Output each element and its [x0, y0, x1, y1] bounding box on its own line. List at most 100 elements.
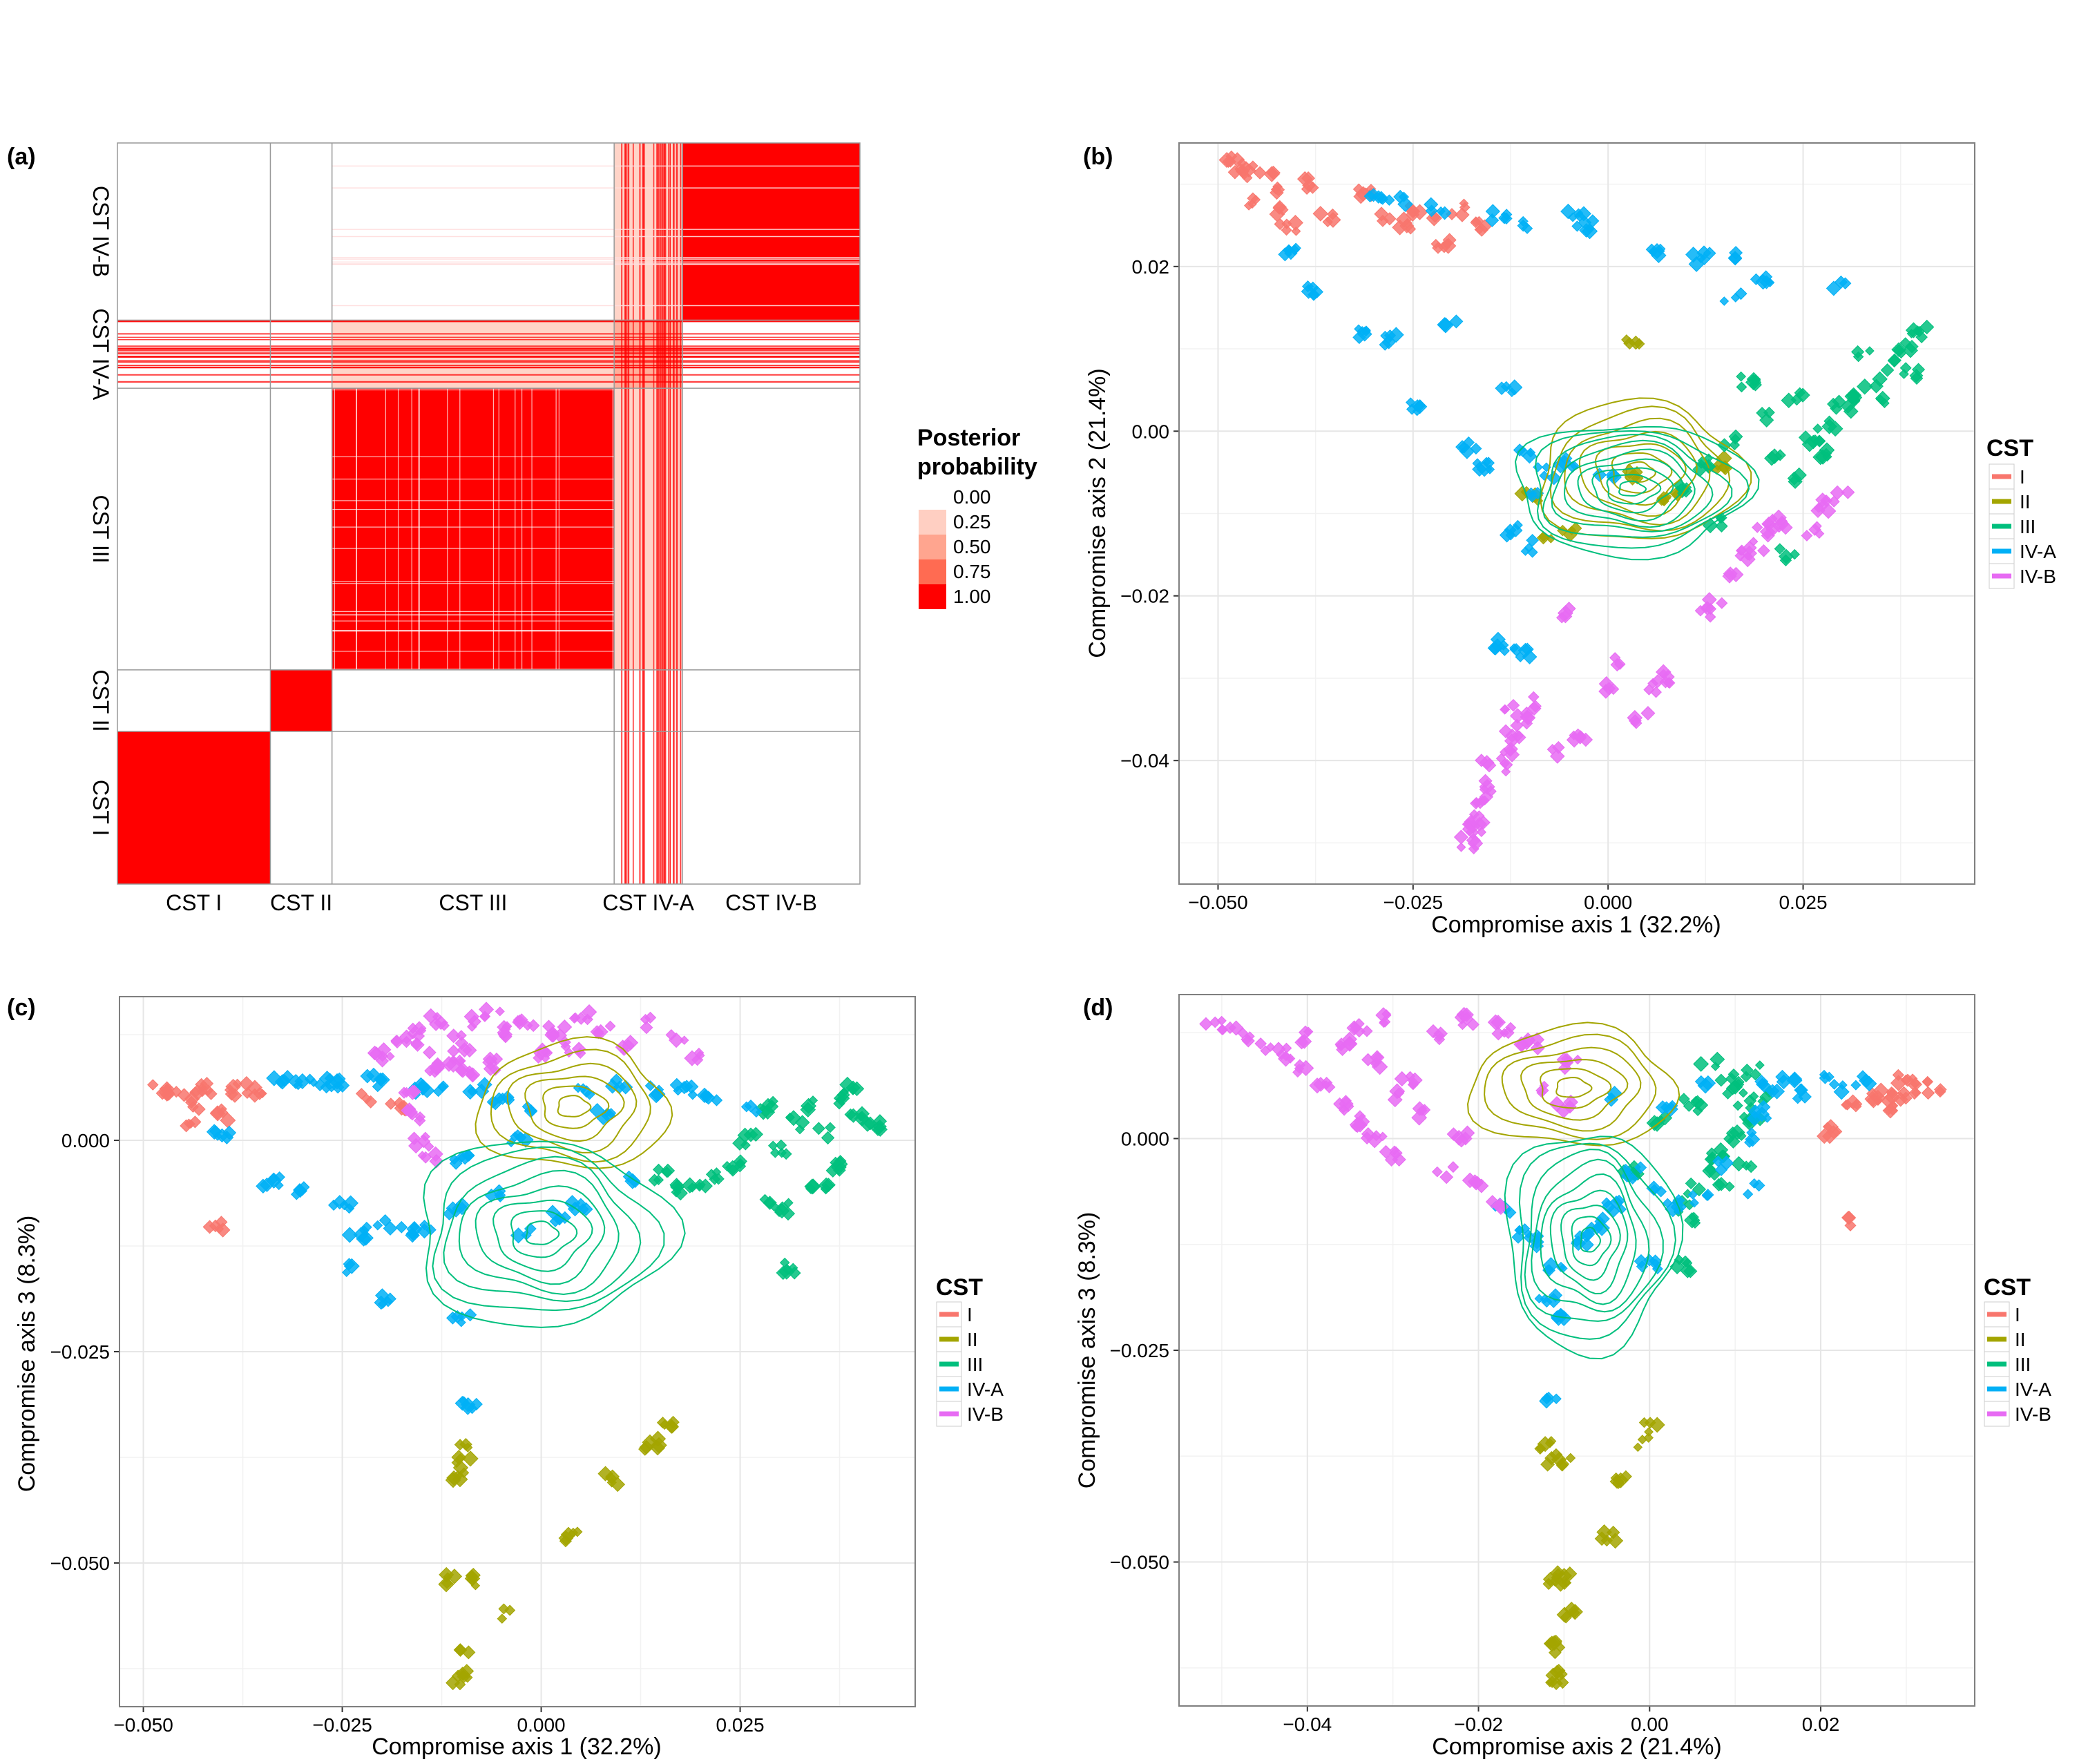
contour-III: [510, 1210, 578, 1258]
data-point: [328, 1195, 358, 1214]
data-point: [1437, 314, 1464, 334]
data-point: [1620, 1161, 1647, 1185]
data-point: [615, 1035, 639, 1056]
contour-III: [525, 1220, 560, 1245]
heatmap-cell-0-0: [117, 731, 271, 884]
x-axis-label-d: Compromise axis 2 (21.4%): [1432, 1734, 1721, 1760]
contour-III: [1514, 425, 1760, 561]
data-point: [648, 1163, 676, 1187]
data-point: [454, 1437, 473, 1453]
data-point: [1517, 215, 1533, 234]
legend-title-d: CST: [1984, 1274, 2031, 1301]
heatmap-stripes: [117, 143, 860, 884]
data-point: [1746, 1100, 1772, 1127]
x-tick-label: −0.025: [312, 1714, 372, 1736]
data-point: [722, 1154, 747, 1177]
data-point: [1520, 533, 1539, 558]
data-point: [800, 1095, 818, 1118]
data-point: [1768, 509, 1793, 535]
data-point: [1526, 691, 1542, 716]
data-point: [1571, 1227, 1596, 1252]
data-point: [1678, 1093, 1709, 1116]
data-point: [1921, 1083, 1947, 1100]
scatter-plot-d: −0.04 −0.02 0.00 0.02 −0.050 −0.025 0.000: [1110, 994, 1975, 1735]
data-point: [438, 1566, 463, 1593]
data-point: [1827, 394, 1859, 419]
contour-III: [1571, 1216, 1612, 1267]
data-point: [445, 1467, 470, 1488]
heatmap-y-labels: CST I CST II CST III CST IV-A CST IV-B: [88, 186, 113, 836]
data-point: [1754, 1074, 1785, 1100]
heatmap-legend-items: 0.00 0.25 0.50 0.75 1.00: [919, 485, 991, 609]
contour-III: [1549, 1189, 1629, 1295]
series-I: [1817, 1068, 1947, 1231]
data-point: [1478, 774, 1497, 798]
data-point: [705, 1167, 725, 1185]
data-point: [767, 1139, 792, 1160]
data-point: [669, 1077, 699, 1100]
data-point: [395, 1220, 423, 1243]
heatmap-legend-swatch: [919, 584, 946, 609]
heatmap-border: [117, 142, 861, 885]
data-point: [1905, 319, 1935, 343]
heatmap-x-label: CST IV-A: [602, 890, 694, 915]
data-point: [1764, 448, 1786, 466]
data-point: [1455, 436, 1482, 459]
legend-label: I: [967, 1304, 973, 1325]
contour-III: [443, 1156, 642, 1303]
data-point: [1487, 1014, 1517, 1041]
scatter-plot-b: −0.050 −0.025 0.000 0.025 −0.04 −0.02 0.00 0.02: [1120, 142, 1975, 913]
data-point: [1798, 430, 1826, 452]
data-point: [1424, 197, 1452, 220]
data-point: [1819, 1069, 1835, 1084]
legend-label: I: [2015, 1304, 2020, 1325]
data-point: [1379, 1144, 1406, 1167]
legend-label: IV-B: [2015, 1403, 2051, 1425]
data-point: [479, 1001, 505, 1022]
data-point: [597, 1466, 626, 1493]
x-tick-label: −0.02: [1454, 1714, 1503, 1735]
y-tick-label: −0.025: [1110, 1340, 1169, 1361]
panel-c: (c) −0.050 −0.025 0.000 0.025 −0.050 −0.025 0.…: [7, 995, 1004, 1760]
data-point: [1891, 337, 1919, 359]
data-point: [521, 1101, 538, 1118]
data-point: [1431, 1161, 1459, 1185]
data-point: [1826, 275, 1852, 296]
data-point: [1361, 1050, 1388, 1075]
plot-marks: [1199, 1006, 1947, 1691]
data-point: [1756, 406, 1775, 428]
data-point: [665, 1029, 689, 1048]
legend-label: III: [2015, 1354, 2031, 1375]
contour-II: [1549, 405, 1731, 532]
contour-III: [492, 1199, 593, 1272]
heatmap-cell-4-2: [332, 143, 615, 320]
data-point: [1727, 246, 1743, 266]
data-point: [1812, 442, 1835, 466]
x-tick-label: 0.00: [1631, 1714, 1669, 1735]
series-II: [438, 1415, 680, 1691]
series-IV-A: [1278, 188, 1852, 664]
data-point: [1683, 1177, 1707, 1199]
heatmap-legend-title-line1: Posterior: [917, 425, 1020, 451]
data-point: [1406, 397, 1428, 416]
data-point: [740, 1100, 763, 1118]
data-point: [640, 1011, 657, 1035]
data-point: [1552, 1566, 1578, 1592]
data-point: [432, 1080, 450, 1097]
data-point: [1292, 1059, 1314, 1078]
panel-label-d: (d): [1083, 995, 1113, 1021]
data-point: [1462, 814, 1486, 839]
data-point: [1742, 537, 1770, 557]
legend-label: IV-B: [2020, 566, 2056, 587]
data-point: [291, 1181, 310, 1200]
data-point: [1236, 1027, 1255, 1048]
data-point: [1498, 724, 1526, 749]
contour-III: [1531, 1158, 1650, 1313]
heatmap-cell-4-4: [682, 143, 860, 320]
plot-marks: [1218, 150, 1935, 854]
data-point: [1712, 1156, 1734, 1176]
data-point: [1253, 165, 1281, 182]
panel-a: (a) CST I CST II CST III CST IV-A CST IV-B C…: [7, 142, 1037, 915]
